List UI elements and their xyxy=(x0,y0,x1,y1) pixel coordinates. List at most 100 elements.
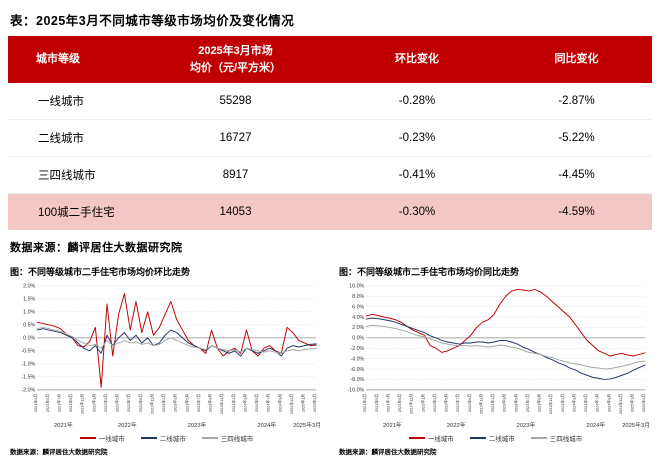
svg-text:2021年11月: 2021年11月 xyxy=(80,394,85,415)
svg-text:2022年: 2022年 xyxy=(118,421,137,429)
header-price: 2025年3月市场 均价（元/平方米） xyxy=(138,36,333,83)
svg-text:0.0%: 0.0% xyxy=(23,336,35,342)
svg-text:2021年: 2021年 xyxy=(54,421,73,429)
svg-text:2022年3月: 2022年3月 xyxy=(103,394,108,413)
legend-item: 一线城市 xyxy=(79,433,125,443)
svg-text:2023年: 2023年 xyxy=(517,421,536,429)
svg-text:2021年9月: 2021年9月 xyxy=(397,394,402,413)
cell-tier: 100城二手住宅 xyxy=(8,193,138,230)
legend-line-swatch xyxy=(408,436,425,439)
legend-line-swatch xyxy=(469,436,486,439)
svg-text:2023年3月: 2023年3月 xyxy=(173,394,178,413)
svg-text:2022年: 2022年 xyxy=(447,421,466,429)
svg-text:2025年1月: 2025年1月 xyxy=(301,394,306,413)
cell-yoy: -4.45% xyxy=(501,156,652,194)
cell-price: 8917 xyxy=(138,156,333,194)
svg-text:2023年1月: 2023年1月 xyxy=(161,394,166,413)
table-title: 表：2025年3月不同城市等级市场均价及变化情况 xyxy=(10,14,295,28)
svg-text:2021年3月: 2021年3月 xyxy=(33,394,38,413)
cell-mom: -0.23% xyxy=(333,119,501,157)
legend-line-swatch xyxy=(140,436,157,439)
header-price-line1: 2025年3月市场 xyxy=(198,45,273,57)
legend-line-swatch xyxy=(530,436,547,439)
svg-text:2025年3月: 2025年3月 xyxy=(641,394,646,413)
legend-line-swatch xyxy=(79,436,96,439)
legend-item: 一线城市 xyxy=(408,433,454,443)
svg-text:2022年5月: 2022年5月 xyxy=(115,394,120,413)
header-yoy-change: 同比变化 xyxy=(501,36,652,83)
svg-text:2023年7月: 2023年7月 xyxy=(525,394,530,413)
svg-text:2022年9月: 2022年9月 xyxy=(138,394,143,413)
svg-text:2021年: 2021年 xyxy=(383,421,402,429)
svg-text:2022年11月: 2022年11月 xyxy=(149,394,154,415)
svg-text:8.0%: 8.0% xyxy=(352,294,364,300)
svg-text:2025年1月: 2025年1月 xyxy=(630,394,635,413)
table-data-source: 数据来源：麟评居住大数据研究院 xyxy=(10,242,183,254)
svg-text:-6.0%: -6.0% xyxy=(350,367,364,373)
svg-text:2021年3月: 2021年3月 xyxy=(362,394,367,413)
svg-text:-1.5%: -1.5% xyxy=(21,375,35,381)
legend-label: 二线城市 xyxy=(159,435,186,443)
svg-text:2024年7月: 2024年7月 xyxy=(595,394,600,413)
cell-tier: 一线城市 xyxy=(8,83,138,120)
svg-text:2.0%: 2.0% xyxy=(352,325,364,331)
chart-legend-yoy: 一线城市 二线城市 三四线城市 xyxy=(339,433,652,443)
svg-text:2024年7月: 2024年7月 xyxy=(266,394,271,413)
cell-mom: -0.30% xyxy=(333,193,501,230)
svg-text:2023年5月: 2023年5月 xyxy=(513,394,518,413)
cell-mom: -0.41% xyxy=(333,156,501,194)
legend-label: 一线城市 xyxy=(427,435,454,443)
svg-text:-0.5%: -0.5% xyxy=(21,349,35,355)
legend-item: 三四线城市 xyxy=(530,433,583,443)
svg-text:2021年5月: 2021年5月 xyxy=(45,394,50,413)
svg-text:2024年3月: 2024年3月 xyxy=(571,394,576,413)
svg-text:-8.0%: -8.0% xyxy=(350,377,364,383)
svg-text:2024年: 2024年 xyxy=(257,421,276,429)
svg-text:2022年7月: 2022年7月 xyxy=(126,394,131,413)
svg-text:2022年9月: 2022年9月 xyxy=(467,394,472,413)
chart-panel-mom: 图：不同等级城市二手住宅市场均价环比走势 2.0% 1.5% 1.0% 0.5% 0.0… xyxy=(10,265,323,456)
svg-text:2022年5月: 2022年5月 xyxy=(444,394,449,413)
svg-text:2023年3月: 2023年3月 xyxy=(502,394,507,413)
cell-yoy: -5.22% xyxy=(501,119,652,157)
svg-text:-2.0%: -2.0% xyxy=(21,388,35,394)
price-table: 城市等级 2025年3月市场 均价（元/平方米） 环比变化 同比变化 一线城市 … xyxy=(8,36,652,230)
table-row-tier2: 二线城市 16727 -0.23% -5.22% xyxy=(8,119,652,157)
svg-text:2023年9月: 2023年9月 xyxy=(537,394,542,413)
svg-text:2023年11月: 2023年11月 xyxy=(548,394,553,415)
table-header-row: 城市等级 2025年3月市场 均价（元/平方米） 环比变化 同比变化 xyxy=(8,36,652,83)
svg-text:2021年7月: 2021年7月 xyxy=(56,394,61,413)
chart-title-mom: 图：不同等级城市二手住宅市场均价环比走势 xyxy=(10,267,191,277)
chart-title-yoy: 图：不同等级城市二手住宅市场均价同比走势 xyxy=(339,267,520,277)
cell-yoy: -2.87% xyxy=(501,83,652,120)
cell-tier: 三四线城市 xyxy=(8,156,138,194)
svg-text:2022年7月: 2022年7月 xyxy=(455,394,460,413)
chart-source-yoy: 数据来源：麟评居住大数据研究院 xyxy=(339,448,437,456)
svg-text:2021年5月: 2021年5月 xyxy=(374,394,379,413)
svg-text:2021年11月: 2021年11月 xyxy=(409,394,414,415)
header-price-line2: 均价（元/平方米） xyxy=(189,61,282,74)
svg-text:1.0%: 1.0% xyxy=(23,310,35,316)
legend-item: 三四线城市 xyxy=(201,433,254,443)
cell-mom: -0.28% xyxy=(333,83,501,120)
svg-text:2024年1月: 2024年1月 xyxy=(560,394,565,413)
svg-text:-2.0%: -2.0% xyxy=(350,346,364,352)
svg-text:2023年: 2023年 xyxy=(188,421,207,429)
svg-text:2023年9月: 2023年9月 xyxy=(208,394,213,413)
cell-price: 14053 xyxy=(138,193,333,230)
line-chart-yoy: 10.0% 8.0% 6.0% 4.0% 2.0% 0.0% -2.0% -4.0% -6.0%… xyxy=(347,284,650,429)
legend-label: 三四线城市 xyxy=(549,435,583,443)
svg-text:2024年1月: 2024年1月 xyxy=(231,394,236,413)
svg-text:6.0%: 6.0% xyxy=(352,304,364,310)
chart-legend-mom: 一线城市 二线城市 三四线城市 xyxy=(10,433,323,443)
svg-text:2021年7月: 2021年7月 xyxy=(385,394,390,413)
svg-text:-4.0%: -4.0% xyxy=(350,356,364,362)
svg-text:2022年1月: 2022年1月 xyxy=(91,394,96,413)
svg-text:2023年5月: 2023年5月 xyxy=(184,394,189,413)
legend-label: 三四线城市 xyxy=(220,435,254,443)
svg-text:1.5%: 1.5% xyxy=(23,297,35,303)
cell-price: 55298 xyxy=(138,83,333,120)
table-row-tier1: 一线城市 55298 -0.28% -2.87% xyxy=(8,83,652,120)
legend-label: 一线城市 xyxy=(98,435,125,443)
